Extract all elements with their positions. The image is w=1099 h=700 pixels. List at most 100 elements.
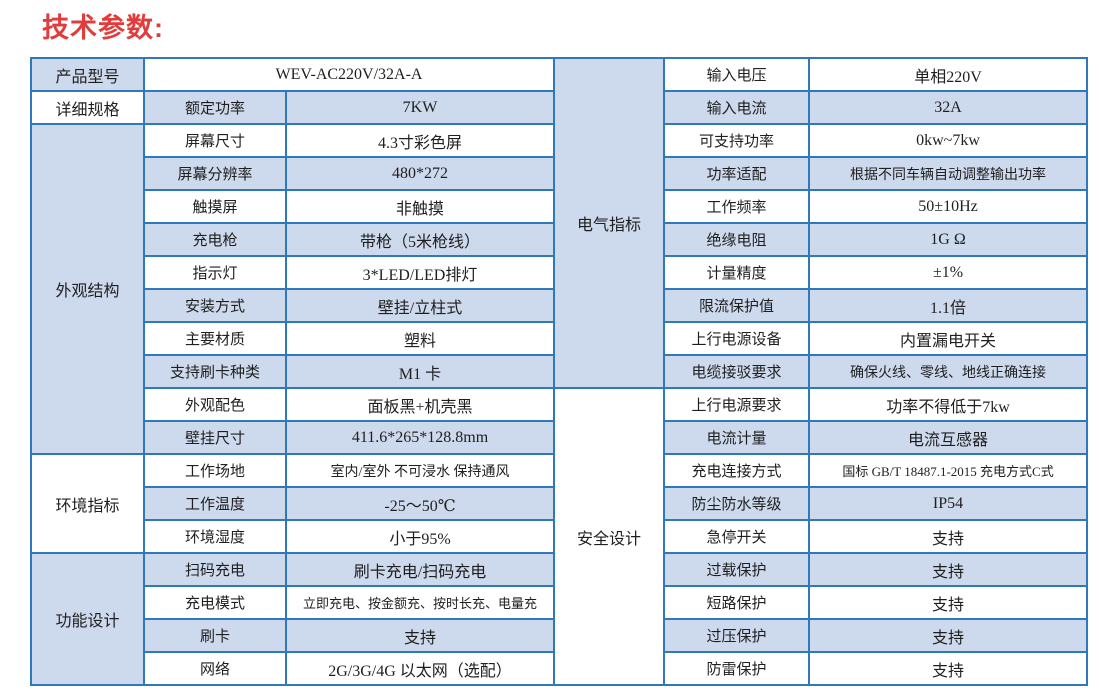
- spec-name-cell: 工作频率: [663, 189, 811, 224]
- spec-value-cell: 7KW: [284, 90, 556, 125]
- spec-name-cell: 短路保护: [663, 585, 811, 620]
- spec-value-cell: 480*272: [284, 156, 556, 191]
- table-row: 指示灯 3*LED/LED排灯 计量精度 ±1%: [31, 255, 1089, 290]
- spec-name-cell: 触摸屏: [143, 189, 287, 224]
- spec-value-cell: 支持: [808, 552, 1089, 587]
- spec-name-cell: 输入电压: [663, 57, 811, 92]
- spec-name-cell: 充电模式: [143, 585, 287, 620]
- spec-value-cell: 单相220V: [808, 57, 1089, 92]
- table-row: 屏幕分辨率 480*272 功率适配 根据不同车辆自动调整输出功率: [31, 156, 1089, 191]
- spec-table-body: 产品型号 WEV-AC220V/32A-A 电气指标 输入电压 单相220V 详细规格 额定…: [30, 57, 1089, 686]
- spec-value-cell: 4.3寸彩色屏: [284, 123, 556, 158]
- spec-value-cell: ±1%: [808, 255, 1089, 290]
- spec-value-cell: 支持: [808, 519, 1089, 554]
- spec-name-cell: 网络: [143, 651, 287, 686]
- table-row: 充电枪 带枪（5米枪线） 绝缘电阻 1G Ω: [31, 222, 1089, 257]
- spec-value-cell: 功率不得低于7kw: [808, 387, 1089, 422]
- spec-name-cell: 工作温度: [143, 486, 287, 521]
- table-row: 详细规格 额定功率 7KW 输入电流 32A: [30, 90, 1089, 125]
- category-cell: 产品型号: [30, 57, 145, 92]
- spec-value-cell: 支持: [284, 618, 556, 653]
- spec-value-cell: 带枪（5米枪线）: [284, 222, 556, 257]
- spec-name-cell: 额定功率: [143, 90, 287, 125]
- spec-value-cell: 1.1倍: [808, 288, 1089, 323]
- table-row: 网络 2G/3G/4G 以太网（选配） 防雷保护 支持: [31, 651, 1089, 686]
- table-row: 安装方式 壁挂/立柱式 限流保护值 1.1倍: [31, 288, 1089, 323]
- category-cell: 外观结构: [30, 123, 145, 455]
- spec-name-cell: 屏幕尺寸: [143, 123, 287, 158]
- spec-value-cell: 内置漏电开关: [808, 321, 1089, 356]
- spec-name-cell: 防尘防水等级: [663, 486, 811, 521]
- spec-name-cell: 上行电源要求: [663, 387, 811, 422]
- category-cell: 详细规格: [30, 90, 145, 125]
- spec-name-cell: 绝缘电阻: [663, 222, 811, 257]
- spec-value-cell: 立即充电、按金额充、按时长充、电量充: [284, 585, 556, 620]
- spec-name-cell: 主要材质: [143, 321, 287, 356]
- spec-name-cell: 充电连接方式: [663, 453, 811, 488]
- table-row: 刷卡 支持 过压保护 支持: [31, 618, 1089, 653]
- table-row: 环境湿度 小于95% 急停开关 支持: [31, 519, 1089, 554]
- category-cell: 安全设计: [553, 387, 666, 686]
- spec-value-cell: 支持: [808, 618, 1089, 653]
- table-row: 产品型号 WEV-AC220V/32A-A 电气指标 输入电压 单相220V: [30, 57, 1089, 389]
- spec-value-cell: -25～50℃: [284, 486, 556, 521]
- spec-name-cell: 充电枪: [143, 222, 287, 257]
- spec-name-cell: 指示灯: [143, 255, 287, 290]
- spec-name-cell: 防雷保护: [663, 651, 811, 686]
- table-row: 外观结构 屏幕尺寸 4.3寸彩色屏 可支持功率 0kw~7kw: [30, 123, 1089, 455]
- spec-value-cell: 支持: [808, 585, 1089, 620]
- spec-value-cell: 50±10Hz: [808, 189, 1089, 224]
- spec-value-cell: M1 卡: [284, 354, 556, 389]
- table-row: 外观配色 面板黑+机壳黑 安全设计 上行电源要求 功率不得低于7kw: [31, 387, 1089, 686]
- table-row: 工作温度 -25～50℃ 防尘防水等级 IP54: [31, 486, 1089, 521]
- spec-value-cell: WEV-AC220V/32A-A: [142, 57, 556, 92]
- spec-name-cell: 工作场地: [143, 453, 287, 488]
- category-cell: 功能设计: [30, 552, 145, 686]
- category-cell: 环境指标: [30, 453, 145, 554]
- category-cell: 电气指标: [553, 57, 666, 389]
- page-title: 技术参数:: [42, 13, 164, 43]
- spec-name-cell: 输入电流: [663, 90, 811, 125]
- spec-name-cell: 可支持功率: [663, 123, 811, 158]
- spec-name-cell: 计量精度: [663, 255, 811, 290]
- spec-name-cell: 过载保护: [663, 552, 811, 587]
- spec-name-cell: 外观配色: [143, 387, 287, 422]
- spec-value-cell: 确保火线、零线、地线正确连接: [808, 354, 1089, 389]
- table-row: 环境指标 工作场地 室内/室外 不可浸水 保持通风 充电连接方式 国标 GB/T 184…: [30, 453, 1089, 554]
- spec-name-cell: 功率适配: [663, 156, 811, 191]
- spec-value-cell: 刷卡充电/扫码充电: [284, 552, 556, 587]
- spec-value-cell: 支持: [808, 651, 1089, 686]
- table-row: 功能设计 扫码充电 刷卡充电/扫码充电 过载保护 支持: [30, 552, 1089, 686]
- spec-name-cell: 电缆接驳要求: [663, 354, 811, 389]
- spec-name-cell: 屏幕分辨率: [143, 156, 287, 191]
- spec-name-cell: 扫码充电: [143, 552, 287, 587]
- spec-name-cell: 上行电源设备: [663, 321, 811, 356]
- spec-value-cell: 32A: [808, 90, 1089, 125]
- spec-value-cell: 411.6*265*128.8mm: [284, 420, 556, 455]
- spec-value-cell: 根据不同车辆自动调整输出功率: [808, 156, 1089, 191]
- table-row: 充电模式 立即充电、按金额充、按时长充、电量充 短路保护 支持: [31, 585, 1089, 620]
- spec-value-cell: 3*LED/LED排灯: [284, 255, 556, 290]
- spec-name-cell: 支持刷卡种类: [143, 354, 287, 389]
- spec-name-cell: 电流计量: [663, 420, 811, 455]
- table-row: 壁挂尺寸 411.6*265*128.8mm 电流计量 电流互感器: [31, 420, 1089, 455]
- spec-value-cell: IP54: [808, 486, 1089, 521]
- spec-value-cell: 国标 GB/T 18487.1-2015 充电方式C式: [808, 453, 1089, 488]
- spec-name-cell: 环境湿度: [143, 519, 287, 554]
- spec-value-cell: 塑料: [284, 321, 556, 356]
- spec-value-cell: 室内/室外 不可浸水 保持通风: [284, 453, 556, 488]
- spec-name-cell: 急停开关: [663, 519, 811, 554]
- spec-value-cell: 壁挂/立柱式: [284, 288, 556, 323]
- spec-value-cell: 非触摸: [284, 189, 556, 224]
- spec-value-cell: 电流互感器: [808, 420, 1089, 455]
- spec-name-cell: 壁挂尺寸: [143, 420, 287, 455]
- spec-name-cell: 限流保护值: [663, 288, 811, 323]
- spec-value-cell: 面板黑+机壳黑: [284, 387, 556, 422]
- spec-name-cell: 安装方式: [143, 288, 287, 323]
- spec-name-cell: 过压保护: [663, 618, 811, 653]
- table-row: 触摸屏 非触摸 工作频率 50±10Hz: [31, 189, 1089, 224]
- spec-name-cell: 刷卡: [143, 618, 287, 653]
- table-row: 主要材质 塑料 上行电源设备 内置漏电开关: [31, 321, 1089, 356]
- spec-table: 产品型号 WEV-AC220V/32A-A 电气指标 输入电压 单相220V 详细规格 额定…: [30, 57, 1089, 686]
